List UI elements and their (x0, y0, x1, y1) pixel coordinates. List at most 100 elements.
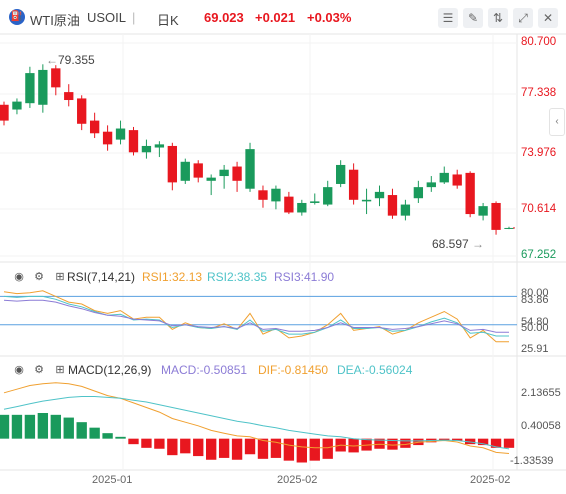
macd-histogram-bar (76, 422, 87, 439)
macd-histogram-bar (24, 414, 36, 439)
macd-histogram-bar (50, 414, 61, 439)
macd-histogram-bar (464, 438, 476, 445)
macd-histogram-bar (322, 438, 333, 459)
macd-histogram-bar (439, 438, 450, 441)
macd-histogram-bar (283, 438, 295, 461)
candle-body (25, 73, 35, 104)
candle-body (38, 69, 48, 105)
candle-body (323, 187, 333, 205)
macd-histogram-bar (490, 438, 502, 448)
macd-histogram-bar (89, 427, 100, 439)
rsi-label: RSI(7,14,21) (67, 270, 136, 284)
gear-icon[interactable]: ⚙ (34, 271, 44, 283)
macd-histogram-bar (309, 438, 320, 461)
macd-histogram-bar (0, 414, 10, 439)
candle-body (12, 101, 22, 110)
price-axis-label: 73.976 (521, 147, 557, 159)
candle-body (180, 161, 190, 181)
macd-histogram-bar (63, 417, 74, 439)
low-annotation: 68.597 → (432, 237, 485, 251)
candle-body (64, 92, 74, 101)
dea-value: DEA:-0.56024 (337, 363, 413, 377)
candle-body (413, 187, 424, 199)
macd-axis-label: 0.40058 (521, 420, 561, 432)
macd-histogram-bar (206, 438, 217, 460)
macd-label: MACD(12,26,9) (68, 363, 152, 377)
macd-axis-label: 2.13655 (521, 387, 561, 399)
candle-body (284, 196, 294, 213)
collapse-panel-button[interactable]: ‹ (549, 108, 565, 136)
macd-histogram-bar (167, 438, 178, 456)
macd-histogram-bar (141, 438, 152, 448)
rsi2-value: RSI2:38.35 (207, 270, 268, 284)
candle-body (452, 174, 462, 186)
candle-body (271, 188, 281, 202)
macd-axis-label: -1.33539 (510, 455, 554, 467)
candle-body (478, 206, 488, 216)
macd-histogram-bar (452, 438, 463, 441)
candle-body (348, 169, 359, 200)
candle-body (361, 199, 372, 202)
rsi-axis-label: 83.86 (521, 294, 549, 306)
eye-icon[interactable]: ◉ (14, 271, 24, 283)
candle-body (245, 149, 255, 189)
instrument-code: USOIL (87, 10, 127, 25)
eye-icon[interactable]: ◉ (14, 364, 24, 376)
candle-body (51, 68, 61, 88)
macd-histogram-bar (244, 438, 256, 455)
draw-icon[interactable]: ✎ (463, 8, 483, 28)
dif-line (3, 382, 510, 454)
macd-value: MACD:-0.50851 (161, 363, 248, 377)
candle-body (387, 195, 398, 216)
macd-histogram-bar (37, 413, 49, 439)
gear-icon[interactable]: ⚙ (34, 364, 44, 376)
macd-histogram-bar (231, 438, 243, 460)
rsi-axis-label: 25.91 (521, 343, 549, 355)
candle-body (167, 145, 177, 183)
candle-body (141, 145, 152, 153)
price-axis-label: 70.614 (521, 203, 557, 215)
header-divider: | (132, 10, 136, 25)
candle-body (439, 172, 449, 183)
close-icon[interactable]: ✕ (538, 8, 558, 28)
time-axis-label: 2025-02 (470, 474, 511, 486)
candle-body (504, 227, 514, 229)
rsi1-line (3, 290, 509, 343)
candle-body (128, 130, 139, 153)
macd-histogram-bar (296, 438, 307, 463)
price-change: +0.021 (255, 10, 296, 25)
candle-body (102, 131, 113, 145)
high-annotation: ←79.355 (46, 53, 95, 67)
price-axis-label: 77.338 (521, 87, 557, 99)
dea-line (3, 396, 510, 450)
macd-settings-icon[interactable]: ⊞ (55, 364, 65, 376)
candle-body (154, 144, 165, 148)
expand-icon[interactable]: ⤢ (513, 8, 533, 28)
dif-value: DIF:-0.81450 (258, 363, 329, 377)
interval-selector[interactable]: 日K (157, 13, 179, 28)
settings-icon[interactable]: ☰ (438, 8, 458, 28)
candle-body (89, 120, 100, 134)
candle-body (465, 172, 475, 215)
candle-body (0, 104, 9, 121)
macd-histogram-bar (400, 438, 411, 448)
rsi-axis-label: 54.80 (521, 316, 549, 328)
candle-body (258, 190, 268, 200)
chart-header: ⛽ WTI原油 USOIL | 日K 69.023 +0.021 +0.03% … (0, 0, 566, 34)
candle-body (232, 166, 242, 181)
indicator-icon[interactable]: ⇅ (488, 8, 508, 28)
candle-body (219, 169, 229, 177)
last-price: 69.023 (204, 10, 244, 25)
candle-body (336, 164, 346, 184)
macd-histogram-bar (387, 438, 398, 450)
rsi3-line (3, 299, 509, 333)
crude-oil-icon: ⛽ (9, 9, 25, 25)
candle-body (426, 182, 436, 188)
candle-body (400, 204, 411, 216)
macd-histogram-bar (503, 438, 515, 448)
candle-body (297, 202, 307, 213)
rsi-settings-icon[interactable]: ⊞ (55, 271, 65, 283)
instrument-name[interactable]: WTI原油 (30, 13, 80, 28)
macd-histogram-bar (257, 438, 269, 459)
